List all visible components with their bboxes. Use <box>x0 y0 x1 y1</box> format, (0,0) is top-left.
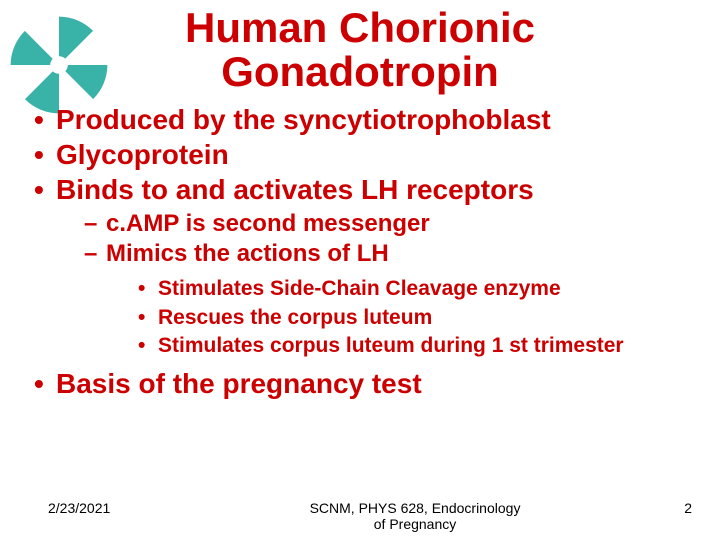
bullet-level3-item: Rescues the corpus luteum <box>138 304 700 332</box>
bullet-text: Produced by the syncytiotrophoblast <box>56 104 551 135</box>
bullet-text: Basis of the pregnancy test <box>56 368 422 399</box>
bullet-level3-item: Stimulates corpus luteum during 1 st tri… <box>138 332 700 360</box>
bullet-level1-item: Binds to and activates LH receptors c.AMP… <box>30 172 700 360</box>
bullet-level1-item: Produced by the syncytiotrophoblast <box>30 102 700 137</box>
bullet-text: Stimulates corpus luteum during 1 st tri… <box>158 334 624 357</box>
bullet-text: Glycoprotein <box>56 139 229 170</box>
footer-center-line1: SCNM, PHYS 628, Endocrinology <box>198 500 632 516</box>
slide-footer: 2/23/2021 SCNM, PHYS 628, Endocrinology … <box>0 500 720 532</box>
footer-center: SCNM, PHYS 628, Endocrinology of Pregnan… <box>198 500 632 532</box>
footer-page-number: 2 <box>632 500 692 516</box>
bullet-level1-item: Glycoprotein <box>30 137 700 172</box>
bullet-text: c.AMP is second messenger <box>106 210 430 237</box>
bullet-text: Binds to and activates LH receptors <box>56 174 534 205</box>
bullet-level1-item: Basis of the pregnancy test <box>30 366 700 401</box>
bullet-level2-item: c.AMP is second messenger <box>84 209 700 239</box>
bullet-level3-item: Stimulates Side-Chain Cleavage enzyme <box>138 275 700 303</box>
footer-center-line2: of Pregnancy <box>198 516 632 532</box>
bullet-text: Mimics the actions of LH <box>106 240 389 267</box>
footer-date: 2/23/2021 <box>48 500 198 516</box>
bullet-level2-item: Mimics the actions of LH Stimulates Side-… <box>84 239 700 360</box>
bullet-text: Stimulates Side-Chain Cleavage enzyme <box>158 277 561 300</box>
slide-body: Produced by the syncytiotrophoblast Glyco… <box>0 94 720 401</box>
bullet-text: Rescues the corpus luteum <box>158 306 432 329</box>
